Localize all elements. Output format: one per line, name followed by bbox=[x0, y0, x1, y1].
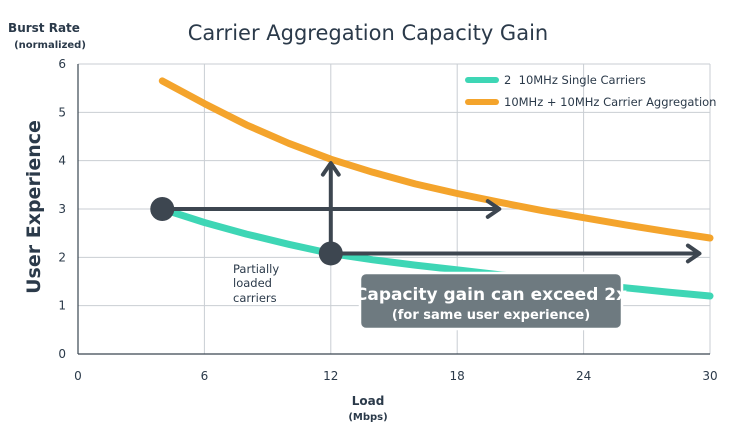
series-line-1 bbox=[158, 77, 714, 242]
callout-box bbox=[358, 271, 624, 331]
chart-title: Carrier Aggregation Capacity Gain bbox=[188, 21, 548, 45]
y-tick-label-0: 0 bbox=[58, 347, 66, 361]
y-tick-label-5: 5 bbox=[58, 105, 66, 119]
arrow-horizontal-upper-head bbox=[485, 199, 502, 219]
legend-label-carrier-aggregation: 10MHz + 10MHz Carrier Aggregation bbox=[504, 95, 716, 109]
x-tick-label-12: 12 bbox=[323, 369, 338, 383]
callout-subline: (for same user experience) bbox=[392, 308, 590, 323]
arrows bbox=[162, 161, 702, 264]
annotation-carriers: carriers bbox=[233, 291, 277, 305]
x-tick-label-24: 24 bbox=[576, 369, 591, 383]
x-tick-label-18: 18 bbox=[450, 369, 465, 383]
y-tick-label-2: 2 bbox=[58, 250, 66, 264]
markers bbox=[150, 197, 343, 266]
x-axis-label: Load bbox=[352, 394, 385, 408]
point-a-marker bbox=[150, 197, 175, 221]
x-tick-label-30: 30 bbox=[702, 369, 717, 383]
arrow-horizontal-lower-head bbox=[685, 243, 702, 264]
legend-label-single-carriers: 2 10MHz Single Carriers bbox=[504, 73, 646, 87]
y-tick-label-4: 4 bbox=[58, 154, 66, 168]
y-axis-top-label: Burst Rate bbox=[8, 21, 80, 35]
x-tick-label-6: 6 bbox=[201, 369, 209, 383]
x-tick-label-0: 0 bbox=[74, 369, 82, 383]
y-axis-side-label: User Experience bbox=[23, 120, 45, 294]
y-tick-label-1: 1 bbox=[58, 299, 66, 313]
legend: 2 10MHz Single Carriers 10MHz + 10MHz Ca… bbox=[465, 73, 716, 109]
capacity-gain-callout: Capacity gain can exceed 2x (for same us… bbox=[355, 271, 627, 331]
y-axis-top-sublabel: (normalized) bbox=[14, 40, 86, 51]
axes bbox=[77, 64, 710, 355]
partially-loaded-annotation: Partially loaded carriers bbox=[233, 262, 279, 305]
point-b-marker bbox=[318, 241, 343, 266]
y-tick-label-6: 6 bbox=[58, 57, 66, 71]
annotation-loaded: loaded bbox=[233, 276, 272, 290]
y-tick-label-3: 3 bbox=[58, 202, 66, 216]
arrow-vertical-head bbox=[320, 161, 341, 177]
x-axis-sublabel: (Mbps) bbox=[348, 412, 387, 423]
callout-headline: Capacity gain can exceed 2x bbox=[355, 285, 627, 305]
annotation-partially: Partially bbox=[233, 262, 279, 276]
